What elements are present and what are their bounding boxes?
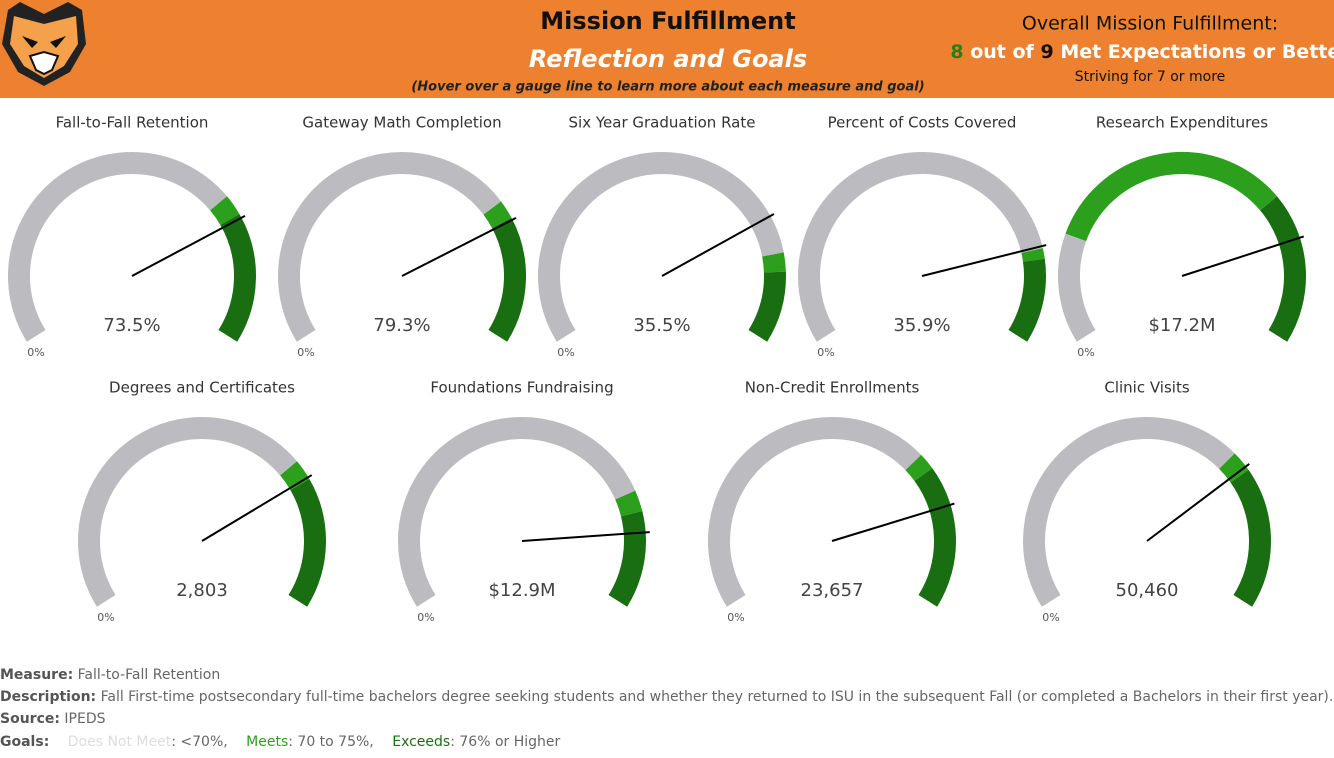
- value: IPEDS: [64, 711, 106, 727]
- gauge-value: 50,460: [1116, 580, 1179, 601]
- gauge-value: 2,803: [176, 580, 228, 601]
- goal-text: : 70 to 75%,: [288, 734, 374, 750]
- gauge-min-label: 0%: [27, 346, 44, 359]
- gauge-min-label: 0%: [1077, 346, 1094, 359]
- gauge-min-label: 0%: [97, 611, 114, 624]
- gauge-title: Clinic Visits: [1104, 379, 1189, 397]
- label: Measure:: [0, 667, 74, 683]
- gauge-value: 73.5%: [103, 315, 160, 336]
- gauge-exceeds: [288, 479, 326, 607]
- gauge-exceeds: [748, 271, 786, 342]
- overall-title: Overall Mission Fulfillment:: [1022, 13, 1278, 35]
- gauge-needle: [401, 216, 517, 277]
- gauge-title: Six Year Graduation Rate: [569, 114, 756, 132]
- gauge-track: [398, 417, 636, 607]
- goal-text: : 76% or Higher: [450, 734, 561, 750]
- gauge-meets: [1021, 248, 1045, 262]
- gauge-meets: [279, 461, 310, 491]
- overall-goal: Striving for 7 or more: [1075, 69, 1226, 85]
- gauge-min-label: 0%: [817, 346, 834, 359]
- goal-name: Exceeds: [392, 734, 451, 750]
- gauge-track: [8, 152, 227, 342]
- gauge-min-label: 0%: [1042, 611, 1059, 624]
- total-count: 9: [1040, 41, 1053, 63]
- goal-name: Meets: [246, 734, 289, 750]
- header-bar: [0, 0, 1334, 98]
- gauge-min-label: 0%: [417, 611, 434, 624]
- gauge-needle: [1181, 235, 1305, 277]
- gauge-value: $12.9M: [488, 580, 555, 601]
- gauge-exceeds: [488, 217, 526, 342]
- gauge-track: [78, 417, 297, 607]
- met-count: 8: [950, 41, 963, 63]
- gauge-value: 79.3%: [373, 315, 430, 336]
- label: Source:: [0, 711, 60, 727]
- gauge-min-label: 0%: [297, 346, 314, 359]
- footer-description: Description: Fall First-time postseconda…: [0, 689, 1334, 705]
- gauge-track: [1023, 417, 1235, 607]
- gauge-needle: [521, 531, 650, 542]
- gauge-meets: [762, 252, 786, 273]
- gauge-track: [1058, 233, 1096, 342]
- hint: (Hover over a gauge line to learn more a…: [411, 80, 924, 95]
- summary-suffix: Met Expectations or Better: [1060, 41, 1334, 63]
- subtitle: Reflection and Goals: [529, 45, 807, 73]
- gauge-exceeds: [608, 511, 646, 607]
- gauge-needle: [831, 502, 955, 542]
- logo: [2, 2, 86, 86]
- gauge-title: Percent of Costs Covered: [828, 114, 1017, 132]
- gauge-needle: [201, 474, 313, 542]
- gauge-meets: [483, 201, 512, 229]
- title: Mission Fulfillment: [540, 7, 795, 35]
- gauge-needle: [131, 215, 246, 277]
- gauge-track: [798, 152, 1043, 342]
- footer-goals: Goals: Does Not Meet: <70%, Meets: 70 to…: [0, 734, 1334, 750]
- gauge-exceeds: [914, 468, 956, 607]
- gauge-min-label: 0%: [727, 611, 744, 624]
- gauge-title: Non-Credit Enrollments: [745, 379, 920, 397]
- label: Description:: [0, 689, 97, 705]
- gauge-meets: [905, 454, 933, 482]
- gauge-meets: [1218, 453, 1249, 483]
- gauge-track: [708, 417, 922, 607]
- value: Fall-to-Fall Retention: [77, 667, 221, 683]
- gauge-needle: [661, 213, 775, 277]
- gauge-track: [278, 152, 502, 342]
- footer-measure: Measure: Fall-to-Fall Retention: [0, 667, 1334, 683]
- gauge-exceeds: [1008, 258, 1046, 342]
- gauge-meets: [615, 490, 643, 517]
- gauge-title: Foundations Fundraising: [430, 379, 613, 397]
- value: Fall First-time postsecondary full-time …: [100, 689, 1334, 705]
- gauge-title: Degrees and Certificates: [109, 379, 295, 397]
- gauge-track: [538, 152, 784, 342]
- gauge-needle: [921, 244, 1047, 277]
- gauge-needle: [1146, 463, 1250, 542]
- gauge-title: Gateway Math Completion: [302, 114, 501, 132]
- gauge-min-label: 0%: [557, 346, 574, 359]
- footer-source: Source: IPEDS: [0, 711, 1334, 727]
- gauge-exceeds: [218, 214, 256, 342]
- gauge-value: $17.2M: [1148, 315, 1215, 336]
- gauge-title: Fall-to-Fall Retention: [56, 114, 209, 132]
- gauge-exceeds: [1259, 196, 1306, 342]
- gauge-title: Research Expenditures: [1096, 114, 1268, 132]
- gauge-meets: [1065, 152, 1277, 242]
- goal-text: : <70%,: [171, 734, 228, 750]
- label: Goals:: [0, 734, 50, 750]
- out-of: out of: [970, 41, 1034, 63]
- gauge-exceeds: [1230, 469, 1271, 607]
- gauge-value: 35.9%: [893, 315, 950, 336]
- overall-summary: 8 out of 9 Met Expectations or Better: [950, 41, 1334, 63]
- gauge-value: 35.5%: [633, 315, 690, 336]
- goal-name: Does Not Meet: [67, 734, 172, 750]
- gauge-value: 23,657: [801, 580, 864, 601]
- gauge-meets: [209, 196, 240, 226]
